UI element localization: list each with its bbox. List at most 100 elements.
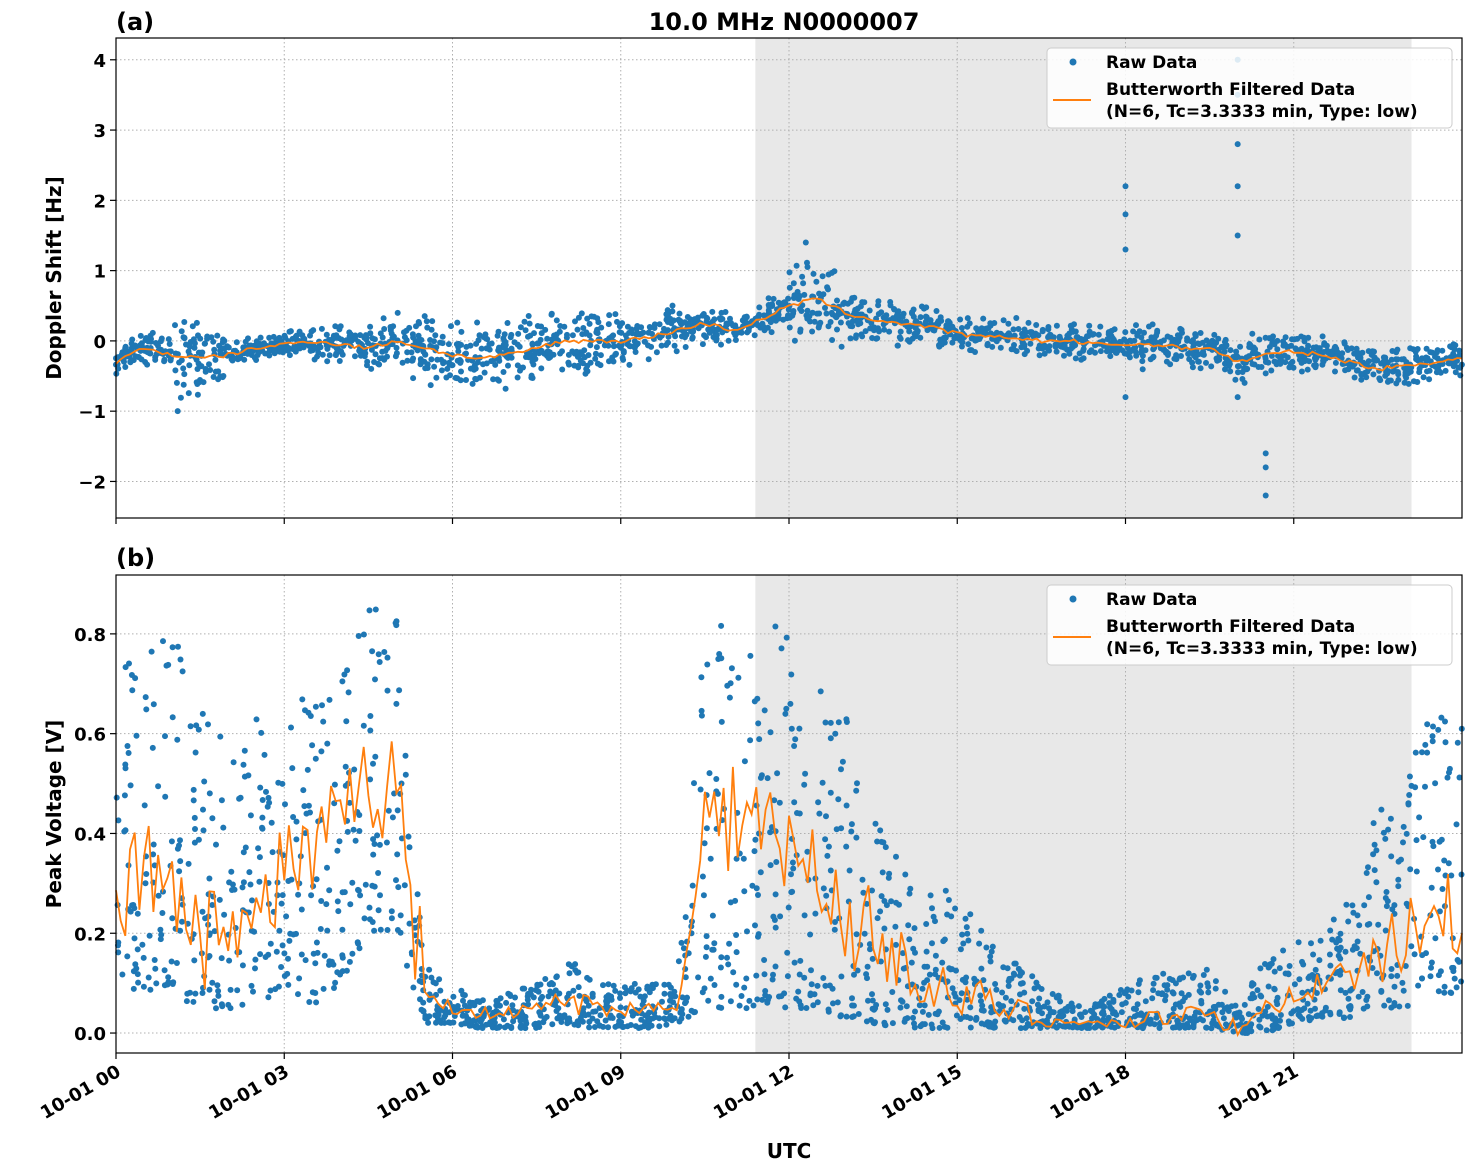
raw-data-point [1356, 350, 1362, 357]
raw-data-point [1426, 367, 1433, 374]
raw-data-point [1439, 886, 1446, 892]
raw-data-point [825, 843, 832, 850]
raw-data-point [939, 959, 946, 966]
raw-data-point [312, 990, 319, 996]
raw-data-point [703, 334, 709, 341]
raw-data-point [772, 924, 779, 931]
raw-data-point [877, 908, 884, 915]
raw-data-point [1299, 1015, 1306, 1022]
raw-data-point [1218, 1001, 1225, 1008]
raw-data-point [1103, 348, 1110, 355]
axes-frame [115, 37, 1463, 519]
raw-data-point [371, 927, 378, 934]
raw-data-point [1005, 983, 1012, 989]
raw-data-point [803, 1005, 810, 1011]
raw-data-point [928, 1021, 935, 1028]
raw-data-point [773, 859, 780, 865]
raw-data-point [474, 359, 481, 366]
raw-data-point [239, 962, 246, 969]
raw-data-point [115, 354, 122, 361]
raw-data-point [115, 817, 122, 824]
raw-data-point [1410, 378, 1417, 385]
raw-data-point [743, 975, 750, 982]
raw-data-point [951, 990, 958, 997]
y-axis-label: Peak Voltage [V] [42, 720, 66, 909]
y-tick-label: −1 [78, 402, 106, 423]
raw-data-point [637, 993, 644, 1000]
raw-data-point [1044, 1020, 1051, 1027]
raw-data-point [493, 1002, 500, 1009]
raw-data-point [230, 354, 237, 361]
raw-data-point [827, 789, 834, 796]
raw-data-point [810, 1002, 817, 1009]
raw-data-point [307, 332, 313, 339]
raw-data-point [214, 982, 221, 989]
raw-data-point [827, 867, 834, 874]
raw-data-point [1057, 998, 1064, 1005]
raw-data-point [750, 1002, 757, 1009]
raw-data-point [984, 342, 991, 349]
raw-data-point [661, 990, 668, 997]
raw-data-point [1389, 348, 1396, 354]
raw-data-point [788, 671, 795, 678]
raw-data-point [134, 971, 141, 978]
panel-b: 0.00.20.40.60.8(b)Peak Voltage [V]Raw Da… [37, 544, 1465, 1124]
raw-data-point [393, 618, 400, 625]
raw-data-point [1301, 338, 1308, 345]
raw-data-point [1033, 322, 1040, 328]
raw-data-point [897, 1004, 904, 1011]
raw-data-point [832, 730, 839, 737]
raw-data-point [573, 348, 580, 355]
raw-data-point [862, 328, 869, 335]
raw-data-point [682, 974, 689, 981]
raw-data-point [575, 314, 582, 321]
raw-data-point [276, 927, 283, 934]
raw-data-point [1361, 902, 1368, 909]
raw-data-point [404, 357, 411, 364]
raw-data-point [646, 1009, 652, 1016]
raw-data-point [1190, 972, 1197, 979]
raw-data-point [450, 993, 457, 1000]
raw-data-point [424, 324, 431, 331]
raw-data-point [1037, 1025, 1044, 1031]
raw-data-point [1413, 868, 1420, 875]
raw-data-point [874, 838, 881, 845]
raw-data-point [1268, 352, 1275, 359]
raw-data-point [949, 339, 956, 346]
raw-data-point [1090, 331, 1097, 338]
raw-data-point [152, 965, 159, 972]
raw-data-point [733, 855, 740, 862]
raw-data-point [978, 927, 985, 934]
raw-data-point [265, 994, 272, 1001]
raw-data-point [211, 998, 218, 1005]
raw-data-point [435, 1011, 442, 1018]
raw-data-point [1336, 1011, 1343, 1017]
raw-data-point [439, 340, 446, 347]
raw-data-point [1358, 371, 1365, 378]
raw-data-point [923, 948, 930, 955]
raw-data-point [142, 694, 149, 701]
raw-data-point [875, 298, 882, 305]
raw-data-point [980, 977, 987, 984]
raw-data-point [944, 1024, 951, 1031]
raw-data-point [939, 1019, 946, 1026]
raw-data-point [572, 961, 579, 968]
raw-data-point [553, 317, 560, 324]
raw-data-point [177, 394, 184, 401]
raw-data-point [157, 936, 164, 943]
raw-data-point [1371, 841, 1378, 848]
raw-data-point [1284, 344, 1291, 351]
raw-data-point [802, 770, 809, 777]
raw-data-point [132, 961, 139, 968]
raw-data-point [853, 787, 860, 794]
raw-data-point [701, 985, 708, 992]
raw-data-point [1296, 976, 1303, 983]
raw-data-point [1179, 998, 1186, 1005]
raw-data-point [987, 958, 994, 965]
raw-data-point [812, 910, 819, 917]
raw-data-point [653, 349, 660, 356]
raw-data-point [334, 898, 341, 905]
legend-raw-label: Raw Data [1106, 590, 1197, 610]
raw-data-point [966, 320, 973, 327]
raw-data-point [1262, 492, 1269, 499]
